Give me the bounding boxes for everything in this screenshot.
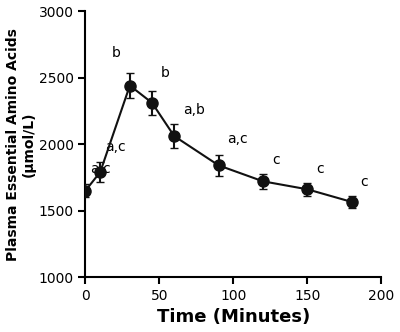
Text: b: b bbox=[112, 45, 121, 60]
Text: a,c: a,c bbox=[90, 162, 110, 176]
X-axis label: Time (Minutes): Time (Minutes) bbox=[157, 308, 310, 326]
Text: c: c bbox=[361, 175, 368, 189]
Text: c: c bbox=[272, 153, 280, 167]
Text: c: c bbox=[316, 162, 324, 176]
Y-axis label: Plasma Essential Amino Acids
(μmol/L): Plasma Essential Amino Acids (μmol/L) bbox=[6, 28, 36, 261]
Text: a,c: a,c bbox=[105, 140, 125, 154]
Text: a,b: a,b bbox=[183, 103, 205, 117]
Text: a,c: a,c bbox=[228, 132, 248, 146]
Text: b: b bbox=[161, 65, 170, 80]
